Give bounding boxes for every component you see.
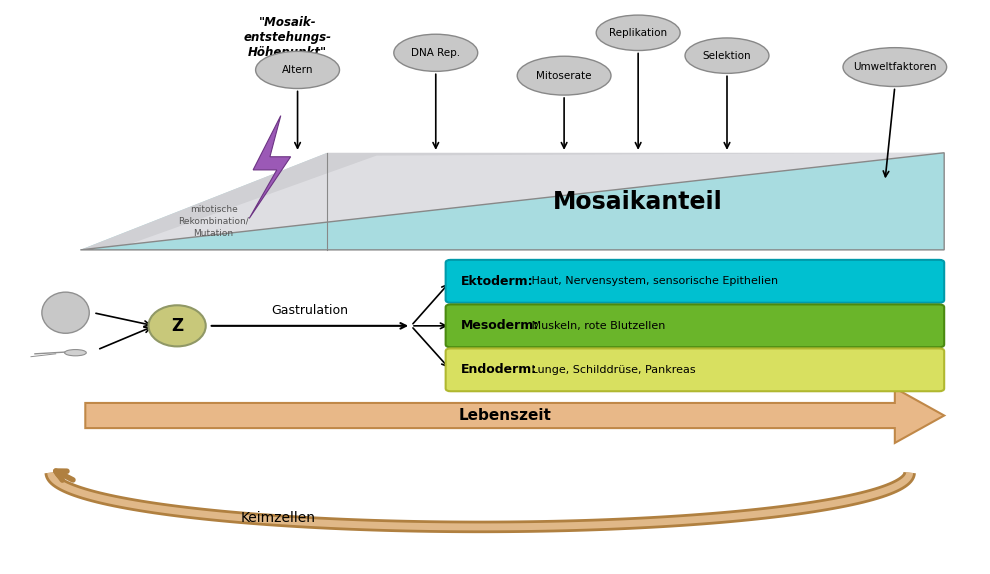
Text: Altern: Altern bbox=[282, 65, 313, 75]
Text: Umweltfaktoren: Umweltfaktoren bbox=[853, 62, 937, 72]
Text: Selektion: Selektion bbox=[703, 51, 751, 61]
Ellipse shape bbox=[685, 38, 769, 73]
Polygon shape bbox=[85, 388, 944, 443]
Text: mitotische
Rekombination/
Mutation: mitotische Rekombination/ Mutation bbox=[178, 205, 249, 238]
FancyBboxPatch shape bbox=[446, 348, 944, 391]
Ellipse shape bbox=[843, 48, 946, 87]
Polygon shape bbox=[80, 153, 944, 250]
Polygon shape bbox=[249, 115, 291, 219]
Text: Gastrulation: Gastrulation bbox=[271, 304, 347, 317]
Ellipse shape bbox=[42, 292, 89, 333]
Ellipse shape bbox=[255, 51, 340, 88]
Ellipse shape bbox=[517, 56, 611, 95]
Text: Muskeln, rote Blutzellen: Muskeln, rote Blutzellen bbox=[528, 321, 665, 331]
Text: Replikation: Replikation bbox=[609, 28, 667, 38]
Polygon shape bbox=[80, 153, 944, 250]
Ellipse shape bbox=[394, 34, 478, 71]
Text: Endoderm:: Endoderm: bbox=[460, 363, 537, 377]
Text: Lebenszeit: Lebenszeit bbox=[458, 408, 551, 423]
Text: Mesoderm:: Mesoderm: bbox=[460, 319, 539, 332]
Polygon shape bbox=[130, 153, 944, 244]
FancyBboxPatch shape bbox=[446, 304, 944, 347]
Text: Z: Z bbox=[171, 317, 183, 335]
Text: Mosaikanteil: Mosaikanteil bbox=[553, 191, 723, 215]
Ellipse shape bbox=[148, 305, 206, 346]
Text: Mitoserate: Mitoserate bbox=[537, 71, 592, 81]
Ellipse shape bbox=[64, 350, 86, 356]
Text: "Mosaik-
entstehungs-
Höhepunkt": "Mosaik- entstehungs- Höhepunkt" bbox=[244, 15, 332, 59]
Text: Haut, Nervensystem, sensorische Epithelien: Haut, Nervensystem, sensorische Epitheli… bbox=[528, 276, 778, 286]
Text: Lunge, Schilddrüse, Pankreas: Lunge, Schilddrüse, Pankreas bbox=[528, 365, 695, 375]
Text: Keimzellen: Keimzellen bbox=[241, 511, 315, 525]
Text: Ektoderm:: Ektoderm: bbox=[460, 275, 533, 288]
FancyBboxPatch shape bbox=[446, 260, 944, 302]
Text: DNA Rep.: DNA Rep. bbox=[411, 48, 460, 58]
Ellipse shape bbox=[596, 15, 680, 51]
